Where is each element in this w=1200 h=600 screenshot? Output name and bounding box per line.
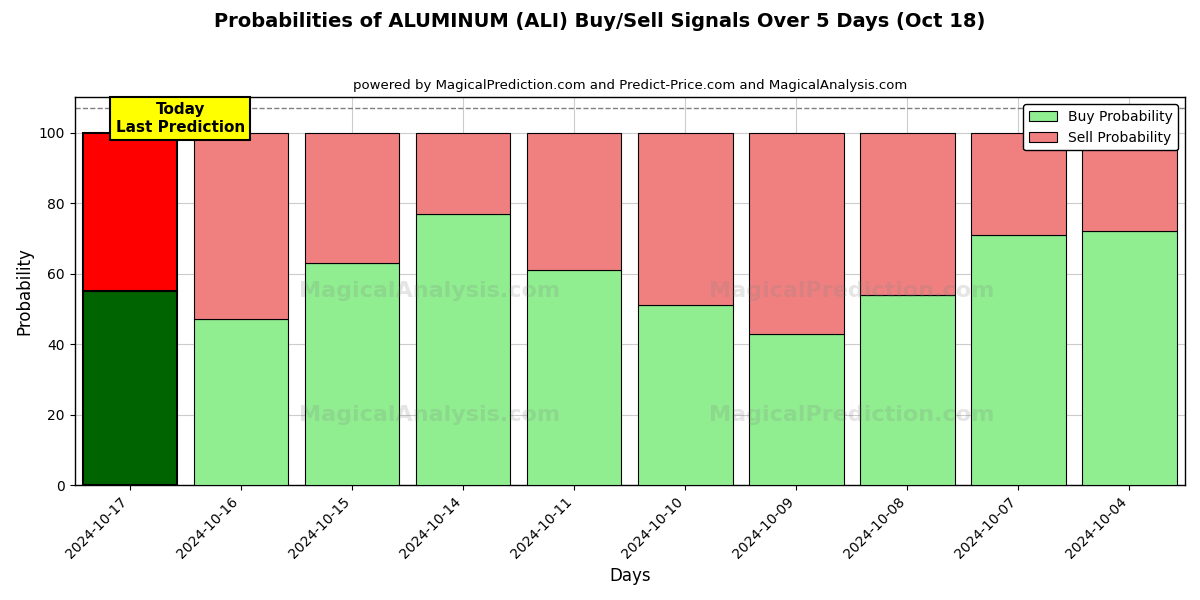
Bar	[971, 133, 1066, 235]
Title: powered by MagicalPrediction.com and Predict-Price.com and MagicalAnalysis.com: powered by MagicalPrediction.com and Pre…	[353, 79, 907, 92]
Text: MagicalPrediction.com: MagicalPrediction.com	[709, 406, 995, 425]
Text: MagicalAnalysis.com: MagicalAnalysis.com	[300, 281, 560, 301]
Bar	[527, 133, 622, 270]
Bar	[749, 133, 844, 334]
Bar	[860, 133, 955, 295]
Bar	[416, 133, 510, 214]
Bar	[971, 235, 1066, 485]
Bar	[1082, 232, 1177, 485]
Bar	[860, 295, 955, 485]
Bar	[638, 133, 732, 305]
Text: Today
Last Prediction: Today Last Prediction	[115, 102, 245, 134]
Text: Probabilities of ALUMINUM (ALI) Buy/Sell Signals Over 5 Days (Oct 18): Probabilities of ALUMINUM (ALI) Buy/Sell…	[215, 12, 985, 31]
Bar	[749, 334, 844, 485]
Legend: Buy Probability, Sell Probability: Buy Probability, Sell Probability	[1024, 104, 1178, 151]
X-axis label: Days: Days	[610, 567, 650, 585]
Bar	[305, 263, 400, 485]
Text: MagicalPrediction.com: MagicalPrediction.com	[709, 281, 995, 301]
Bar	[83, 133, 178, 291]
Text: MagicalAnalysis.com: MagicalAnalysis.com	[300, 406, 560, 425]
Bar	[638, 305, 732, 485]
Bar	[194, 319, 288, 485]
Bar	[1082, 133, 1177, 232]
Bar	[527, 270, 622, 485]
Bar	[194, 133, 288, 319]
Bar	[305, 133, 400, 263]
Bar	[83, 291, 178, 485]
Y-axis label: Probability: Probability	[16, 247, 34, 335]
Bar	[416, 214, 510, 485]
